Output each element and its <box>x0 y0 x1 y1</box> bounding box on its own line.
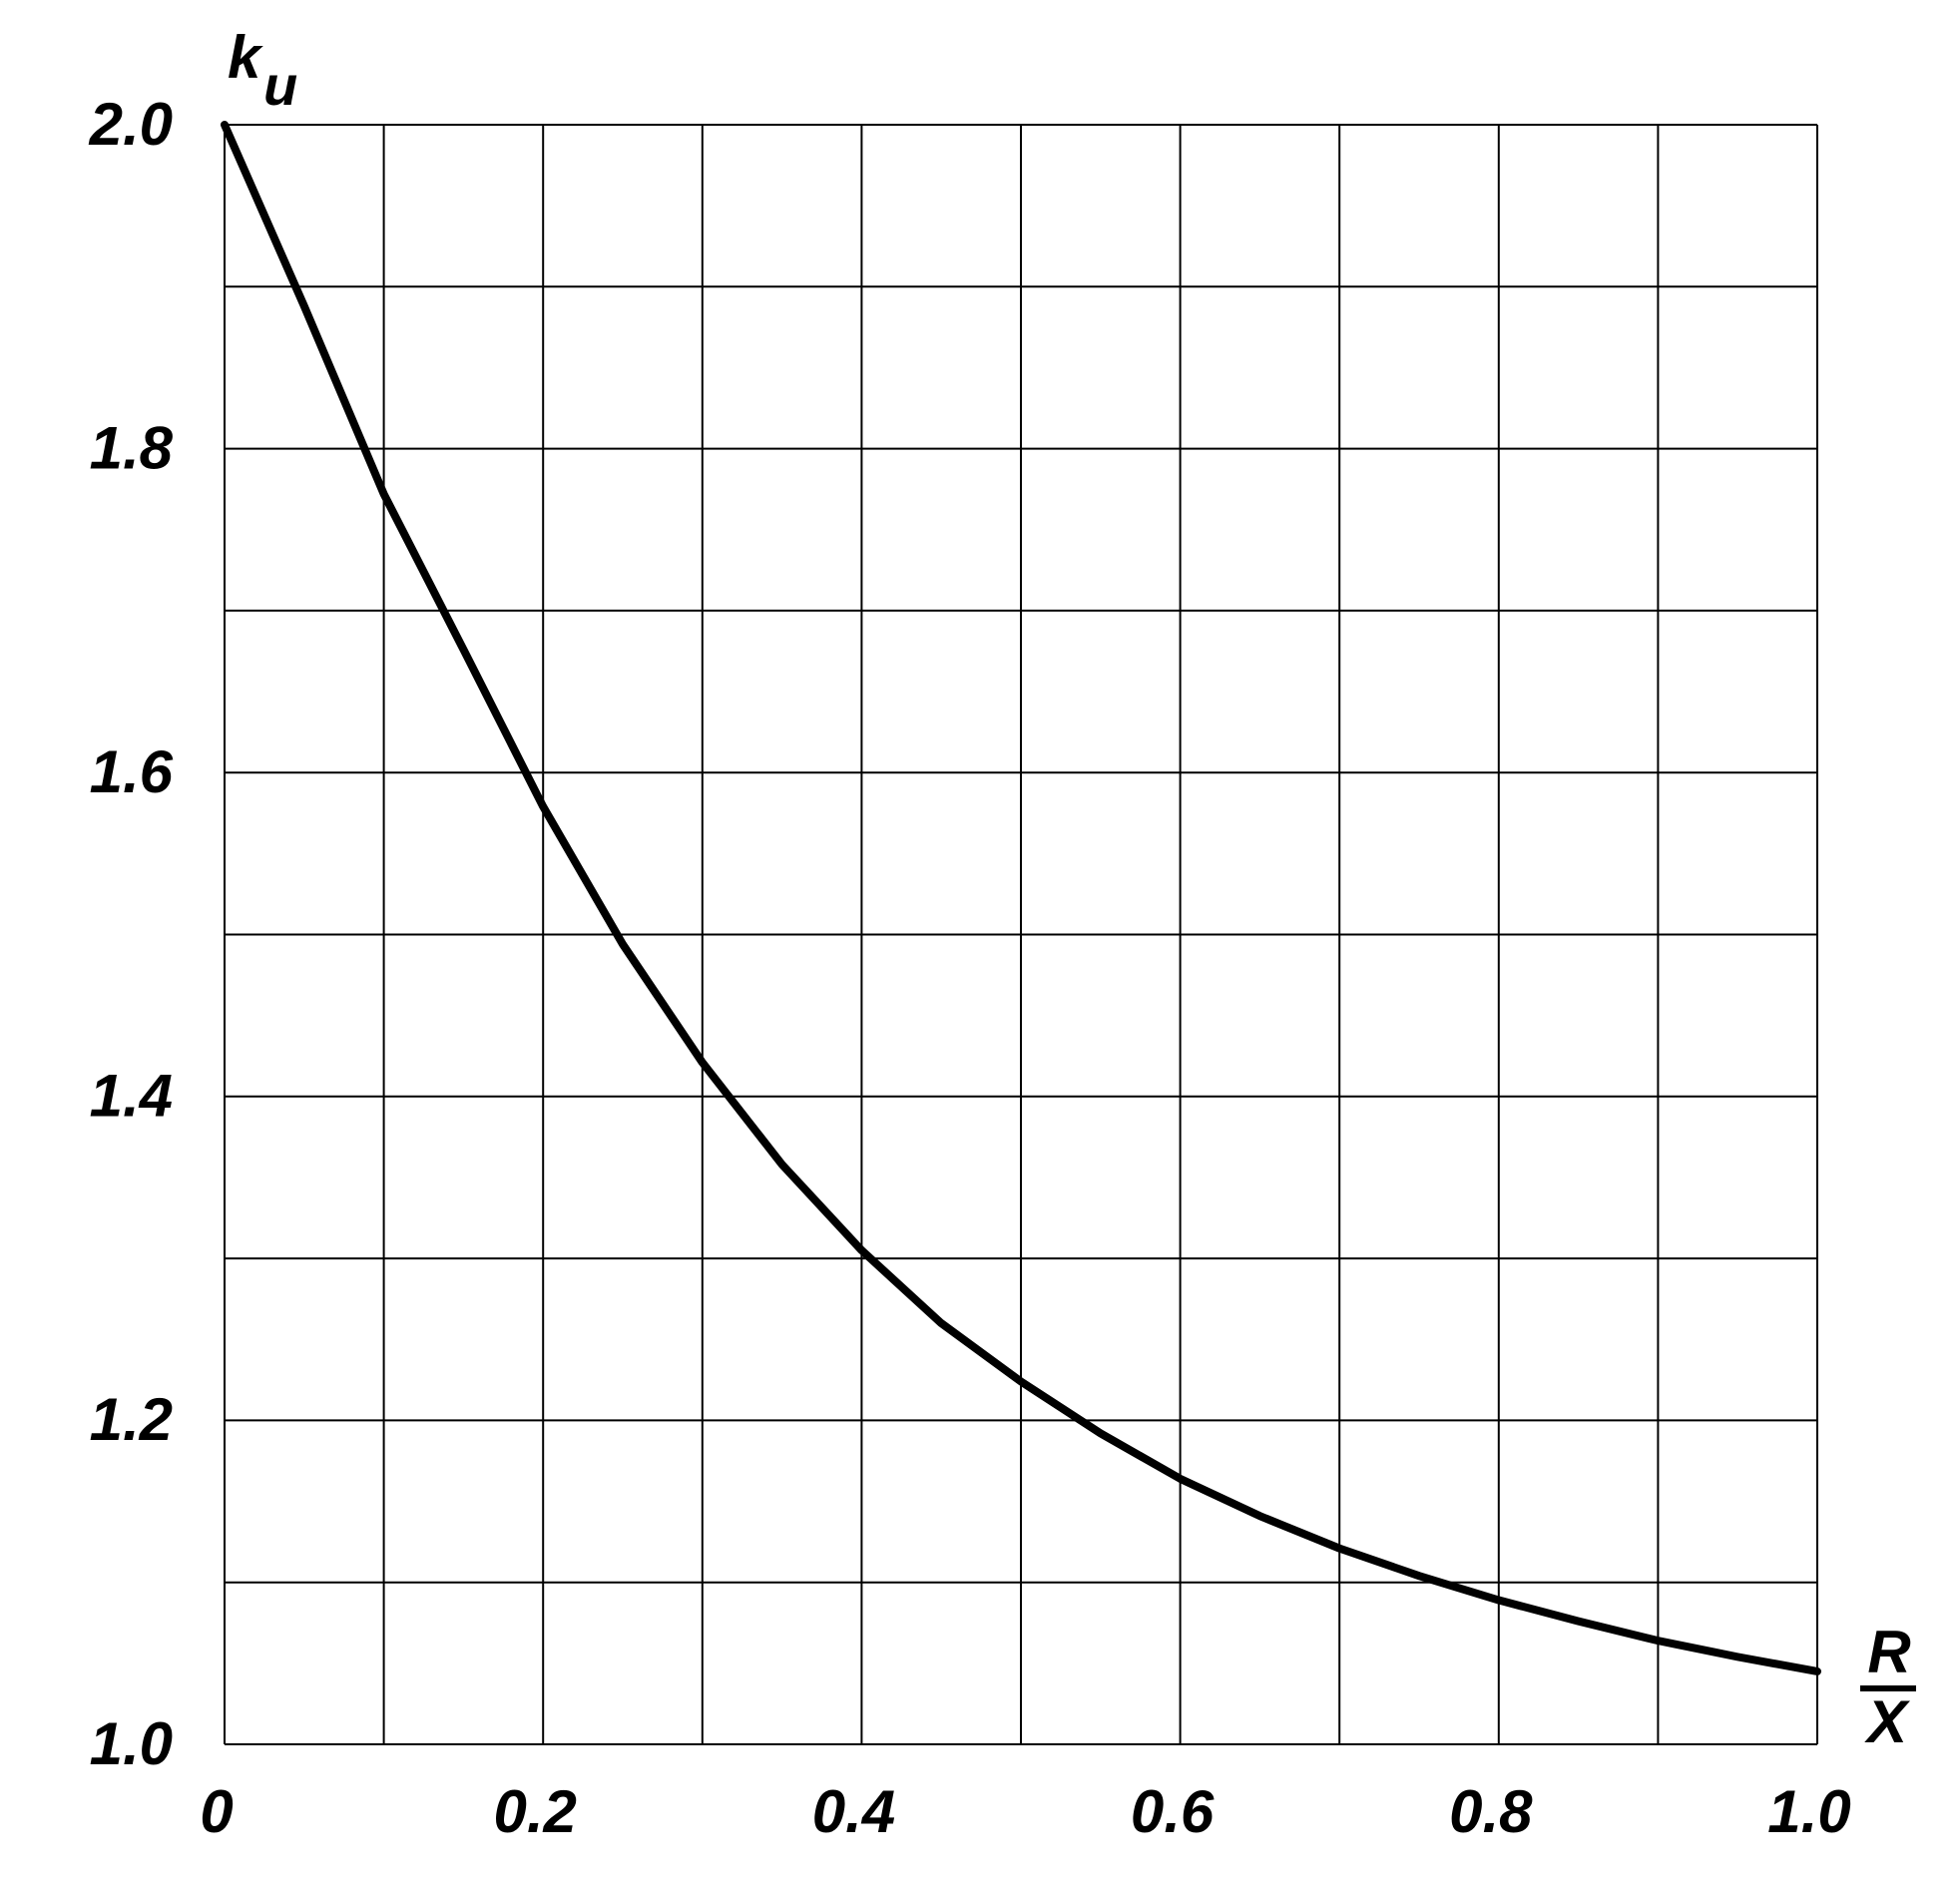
y-tick-label: 1.8 <box>90 414 174 481</box>
x-tick-label: 0.4 <box>812 1778 895 1845</box>
y-axis-label: k <box>228 24 263 91</box>
y-tick-label: 2.0 <box>89 91 173 158</box>
x-tick-label: 0 <box>200 1778 233 1845</box>
x-tick-label: 1.0 <box>1767 1778 1850 1845</box>
x-tick-label: 0.8 <box>1449 1778 1533 1845</box>
y-tick-label: 1.2 <box>90 1386 173 1453</box>
data-line <box>221 121 1821 1675</box>
y-tick-label: 1.4 <box>90 1063 173 1130</box>
x-axis-label-numerator: R <box>1867 1619 1910 1685</box>
x-tick-label: 0.6 <box>1131 1778 1215 1845</box>
y-tick-label: 1.6 <box>90 738 174 805</box>
x-tick-label: 0.2 <box>493 1778 576 1845</box>
y-axis-label-subscript: u <box>263 54 297 117</box>
x-axis-label-denominator: X <box>1864 1688 1911 1755</box>
y-tick-label: 1.0 <box>90 1710 173 1777</box>
